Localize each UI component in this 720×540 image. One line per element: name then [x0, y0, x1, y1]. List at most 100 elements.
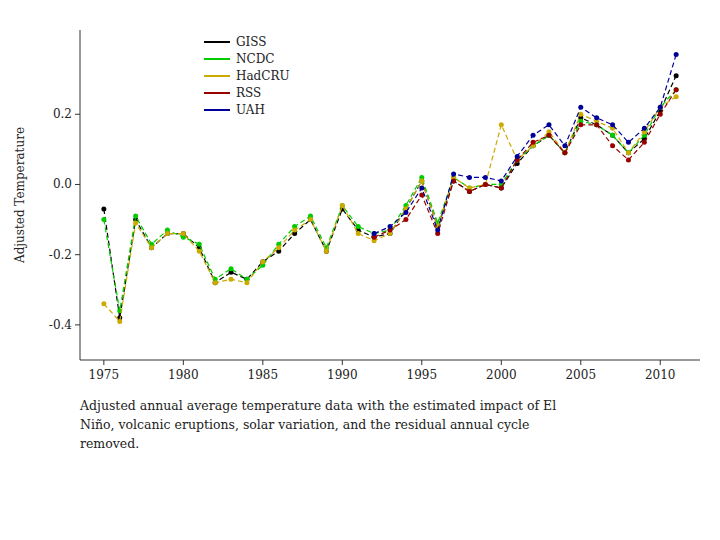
point: [372, 231, 377, 236]
point: [292, 228, 297, 233]
point: [562, 150, 567, 155]
point: [356, 231, 361, 236]
point: [499, 178, 504, 183]
y-axis-line: [80, 30, 81, 360]
y-tick: [75, 184, 80, 185]
legend-label: NCDC: [236, 52, 274, 66]
point: [658, 105, 663, 110]
series: [101, 73, 678, 320]
point: [308, 217, 313, 222]
x-tick: [580, 360, 581, 365]
caption-line: Adjusted annual average temperature data…: [79, 398, 556, 413]
legend-label: UAH: [236, 103, 265, 117]
legend-label: HadCRU: [236, 69, 290, 83]
point: [197, 249, 202, 254]
point: [133, 221, 138, 226]
y-tick-label: 0.0: [53, 177, 72, 191]
point: [610, 133, 615, 138]
point: [531, 140, 536, 145]
point: [642, 140, 647, 145]
point: [372, 231, 377, 236]
point: [435, 228, 440, 233]
point: [674, 94, 679, 99]
point: [101, 217, 106, 222]
point: [594, 122, 599, 127]
chart-svg: 19751980198519901995200020052010-0.4-0.2…: [0, 0, 720, 540]
series: [101, 94, 678, 324]
point: [165, 231, 170, 236]
caption-line: removed.: [80, 436, 139, 451]
x-axis-line: [80, 360, 700, 361]
point: [101, 301, 106, 306]
axes: 19751980198519901995200020052010-0.4-0.2…: [49, 30, 700, 382]
point: [642, 126, 647, 131]
point: [213, 280, 218, 285]
point: [658, 105, 663, 110]
data: [101, 52, 678, 324]
legend-swatch: [204, 109, 230, 111]
point: [244, 280, 249, 285]
x-tick: [501, 360, 502, 365]
legend-swatch: [204, 58, 230, 60]
series-line: [104, 97, 676, 322]
caption-line: Niño, volcanic eruptions, solar variatio…: [80, 417, 529, 432]
point: [356, 224, 361, 229]
series-line: [374, 90, 676, 237]
point: [419, 178, 424, 183]
point: [594, 115, 599, 120]
point: [403, 217, 408, 222]
point: [674, 52, 679, 57]
point: [324, 249, 329, 254]
point: [101, 207, 106, 212]
point: [562, 143, 567, 148]
point: [674, 87, 679, 92]
x-tick-label: 2000: [486, 368, 517, 382]
point: [403, 210, 408, 215]
legend: GISSNCDCHadCRURSSUAH: [204, 35, 290, 117]
point: [674, 87, 679, 92]
point: [531, 133, 536, 138]
point: [562, 150, 567, 155]
point: [610, 143, 615, 148]
series-line: [104, 90, 676, 311]
point: [181, 231, 186, 236]
point: [419, 178, 424, 183]
point: [197, 242, 202, 247]
point: [260, 259, 265, 264]
point: [515, 154, 520, 159]
point: [276, 245, 281, 250]
point: [483, 175, 488, 180]
series: [372, 87, 679, 239]
point: [467, 189, 472, 194]
point: [546, 133, 551, 138]
y-tick-label: -0.2: [49, 248, 72, 262]
point: [308, 217, 313, 222]
point: [133, 214, 138, 219]
point: [483, 182, 488, 187]
point: [499, 185, 504, 190]
point: [467, 175, 472, 180]
x-tick-label: 1990: [327, 368, 358, 382]
point: [165, 231, 170, 236]
point: [578, 122, 583, 127]
point: [451, 171, 456, 176]
point: [594, 122, 599, 127]
point: [626, 140, 631, 145]
point: [562, 150, 567, 155]
point: [181, 231, 186, 236]
chart-container: 19751980198519901995200020052010-0.4-0.2…: [0, 0, 720, 540]
point: [229, 266, 234, 271]
point: [149, 245, 154, 250]
point: [467, 189, 472, 194]
caption: Adjusted annual average temperature data…: [79, 398, 556, 451]
x-tick: [262, 360, 263, 365]
point: [658, 112, 663, 117]
point: [546, 122, 551, 127]
point: [340, 203, 345, 208]
x-tick: [342, 360, 343, 365]
point: [626, 150, 631, 155]
point: [229, 277, 234, 282]
point: [626, 150, 631, 155]
series-line: [104, 76, 676, 318]
legend-swatch: [204, 41, 230, 43]
